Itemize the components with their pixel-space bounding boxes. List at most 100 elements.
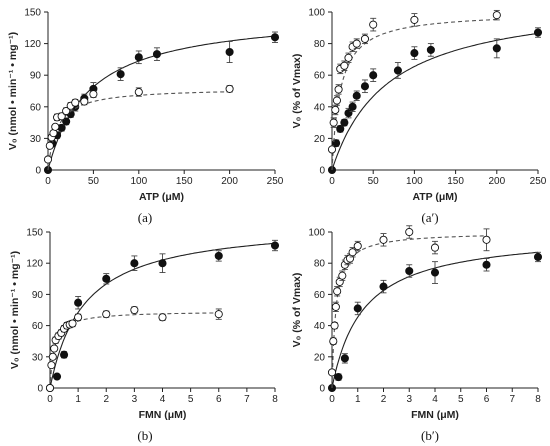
a-prime-point-filled — [340, 118, 349, 127]
b-point-open — [50, 344, 59, 353]
b-prime-x-tick-label: 3 — [406, 394, 412, 405]
b-point-open — [47, 361, 56, 370]
b-prime-point-open — [348, 248, 357, 257]
b-point-open — [130, 305, 139, 315]
a-y-tick-label: 30 — [30, 134, 42, 145]
a-prime-point-open — [334, 85, 343, 94]
a-prime-x-tick-label: 150 — [447, 176, 464, 187]
a-point-open — [89, 90, 98, 99]
b-prime-x-tick-label: 7 — [509, 394, 515, 405]
b-y-tick-label: 150 — [26, 228, 43, 239]
b-x-axis-label: FMN (μM) — [139, 409, 187, 421]
a-prime-point-filled — [426, 45, 435, 54]
b-point-filled — [74, 298, 83, 307]
b-prime-point-filled — [340, 354, 349, 363]
panel-a-prime: (a′) 0 50 100 150 200 250 0 20 40 60 80 100 ATP (μM)… — [291, 8, 547, 226]
a-point-filled — [225, 47, 234, 57]
b-point-open — [74, 313, 83, 322]
a-point-open — [43, 155, 53, 164]
a-y-tick-label: 120 — [24, 39, 41, 50]
a-prime-point-filled — [393, 66, 402, 75]
b-prime-point-open — [330, 321, 339, 330]
b-prime-y-tick-label: 60 — [314, 290, 326, 301]
b-prime-x-tick-label: 0 — [329, 394, 335, 405]
b-y-axis-label: V₀ (nmol • min⁻¹ • mg⁻¹) — [9, 251, 21, 369]
a-prime-point-open — [332, 96, 341, 105]
a-x-tick-label: 200 — [221, 176, 238, 187]
a-prime-x-tick-label: 100 — [406, 176, 423, 187]
a-prime-fit-filled — [331, 32, 539, 171]
a-prime-x-tick-label: 200 — [488, 176, 505, 187]
a-prime-point-open — [360, 34, 370, 43]
b-prime-x-tick-label: 5 — [458, 394, 464, 405]
b-prime-point-filled — [430, 268, 440, 277]
a-point-filled — [270, 33, 280, 42]
a-prime-y-tick-label: 40 — [314, 102, 326, 113]
a-point-open — [80, 97, 89, 106]
b-x-tick-label: 0 — [47, 394, 53, 405]
a-prime-point-filled — [348, 102, 357, 111]
a-x-tick-label: 100 — [130, 176, 147, 187]
a-point-open — [51, 122, 60, 131]
b-point-open — [158, 313, 167, 322]
a-y-tick-label: 0 — [35, 166, 41, 177]
b-point-open — [102, 310, 111, 319]
a-x-tick-label: 50 — [88, 176, 100, 187]
b-prime-point-open — [338, 271, 347, 280]
a-prime-y-axis-label: V₀ (% of Vmax) — [291, 54, 303, 129]
a-prime-x-tick-label: 250 — [530, 176, 547, 187]
b-prime-point-open — [353, 241, 362, 251]
a-prime-point-filled — [492, 44, 501, 53]
a-prime-point-filled — [336, 124, 345, 133]
b-point-open — [45, 383, 55, 393]
b-prime-x-tick-label: 1 — [355, 394, 361, 405]
a-prime-y-tick-label: 80 — [314, 39, 326, 50]
b-x-tick-label: 5 — [188, 394, 194, 405]
a-prime-y-tick-label: 60 — [314, 71, 326, 82]
panel-b-prime-label: (b′) — [421, 428, 439, 443]
b-prime-fit-open — [331, 235, 487, 389]
b-point-filled — [270, 241, 280, 250]
b-x-tick-label: 3 — [132, 394, 138, 405]
a-x-tick-label: 150 — [176, 176, 193, 187]
panel-a-label: (a) — [138, 210, 152, 225]
a-point-filled — [134, 53, 143, 62]
a-prime-point-open — [492, 11, 501, 20]
b-point-filled — [158, 259, 167, 268]
a-prime-y-tick-label: 0 — [319, 166, 325, 177]
a-y-tick-label: 150 — [24, 8, 41, 19]
a-y-tick-label: 60 — [30, 102, 42, 113]
b-y-tick-label: 90 — [32, 290, 44, 301]
a-prime-x-axis-label: ATP (μM) — [412, 191, 457, 203]
b-x-tick-label: 8 — [272, 394, 278, 405]
a-y-tick-label: 90 — [30, 71, 42, 82]
a-point-filled — [116, 70, 125, 79]
b-point-filled — [60, 350, 69, 359]
a-prime-point-filled — [410, 49, 419, 58]
panel-b: (b) 0 1 2 3 4 5 6 7 8 0 30 60 90 120 150 FMN (μM) V₀ (nm… — [9, 228, 280, 443]
a-prime-point-open — [331, 105, 340, 115]
b-point-filled — [130, 259, 139, 268]
b-prime-y-tick-label: 0 — [319, 384, 325, 395]
a-prime-point-filled — [360, 82, 370, 91]
b-prime-x-tick-label: 2 — [381, 394, 387, 405]
b-prime-point-open — [329, 337, 338, 346]
b-prime-point-filled — [334, 373, 343, 382]
b-y-tick-label: 30 — [32, 352, 44, 363]
b-y-tick-label: 0 — [37, 384, 43, 395]
a-prime-x-tick-label: 50 — [368, 176, 380, 187]
panel-a: (a) 0 50 100 150 200 250 0 30 60 90 120 150 ATP (μM)… — [7, 8, 284, 226]
a-point-open — [71, 98, 80, 107]
b-point-filled — [102, 274, 111, 283]
b-prime-x-tick-label: 4 — [432, 394, 438, 405]
b-prime-point-open — [333, 287, 342, 296]
b-prime-point-filled — [353, 304, 362, 313]
b-x-tick-label: 4 — [160, 394, 166, 405]
b-prime-x-tick-label: 8 — [535, 394, 541, 405]
a-prime-point-open — [327, 145, 337, 154]
a-prime-point-open — [410, 15, 419, 24]
a-x-tick-label: 0 — [45, 176, 51, 187]
b-prime-point-filled — [482, 260, 491, 269]
